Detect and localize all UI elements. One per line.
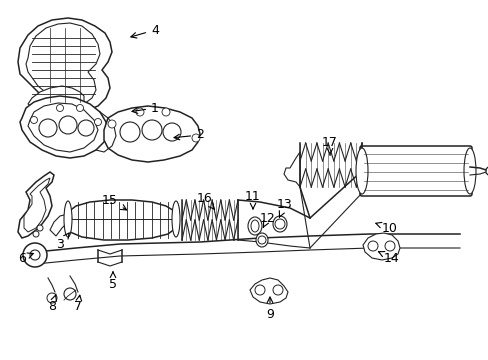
Circle shape — [33, 231, 39, 237]
Text: 9: 9 — [265, 297, 273, 321]
Circle shape — [162, 108, 170, 116]
Ellipse shape — [250, 220, 259, 232]
Ellipse shape — [172, 201, 180, 237]
Text: 2: 2 — [174, 129, 203, 141]
Circle shape — [39, 119, 57, 137]
Text: 3: 3 — [56, 233, 69, 252]
Text: 1: 1 — [132, 102, 159, 114]
Text: 17: 17 — [322, 136, 337, 155]
Ellipse shape — [355, 148, 367, 194]
Ellipse shape — [256, 233, 267, 247]
Circle shape — [142, 120, 162, 140]
Circle shape — [258, 236, 265, 244]
Text: 16: 16 — [197, 192, 214, 210]
Circle shape — [47, 293, 57, 303]
Ellipse shape — [272, 216, 286, 232]
Text: 14: 14 — [378, 252, 399, 265]
Text: 15: 15 — [102, 194, 126, 210]
Polygon shape — [18, 18, 112, 112]
Polygon shape — [50, 214, 72, 236]
Circle shape — [274, 219, 285, 229]
Text: 6: 6 — [18, 252, 33, 265]
Circle shape — [108, 120, 116, 128]
Circle shape — [23, 243, 47, 267]
Circle shape — [254, 285, 264, 295]
Ellipse shape — [247, 217, 262, 235]
Circle shape — [64, 288, 76, 300]
Polygon shape — [362, 233, 399, 260]
Polygon shape — [64, 200, 178, 240]
Circle shape — [272, 285, 283, 295]
Circle shape — [136, 108, 143, 116]
Text: 11: 11 — [244, 189, 260, 209]
Polygon shape — [284, 152, 299, 187]
Text: 7: 7 — [74, 295, 82, 312]
Ellipse shape — [64, 201, 72, 237]
Polygon shape — [104, 106, 200, 162]
Polygon shape — [485, 167, 488, 175]
Circle shape — [37, 225, 43, 231]
Text: 5: 5 — [109, 272, 117, 292]
Circle shape — [57, 104, 63, 112]
Circle shape — [30, 250, 40, 260]
Polygon shape — [24, 178, 50, 232]
FancyBboxPatch shape — [359, 146, 471, 196]
Text: 13: 13 — [277, 198, 292, 217]
Circle shape — [367, 241, 377, 251]
Polygon shape — [18, 172, 54, 238]
Circle shape — [384, 241, 394, 251]
Circle shape — [192, 134, 200, 142]
Polygon shape — [28, 86, 84, 114]
Polygon shape — [20, 96, 108, 158]
Text: 12: 12 — [260, 211, 275, 228]
Ellipse shape — [463, 148, 475, 194]
Polygon shape — [28, 103, 98, 152]
Circle shape — [76, 104, 83, 112]
Polygon shape — [249, 278, 287, 304]
Circle shape — [163, 123, 181, 141]
Text: 8: 8 — [48, 294, 57, 312]
Circle shape — [30, 117, 38, 123]
Circle shape — [120, 122, 140, 142]
Circle shape — [94, 118, 102, 126]
Circle shape — [59, 116, 77, 134]
Text: 10: 10 — [375, 221, 397, 234]
Polygon shape — [26, 23, 100, 106]
Text: 4: 4 — [131, 23, 159, 38]
Circle shape — [78, 120, 94, 136]
